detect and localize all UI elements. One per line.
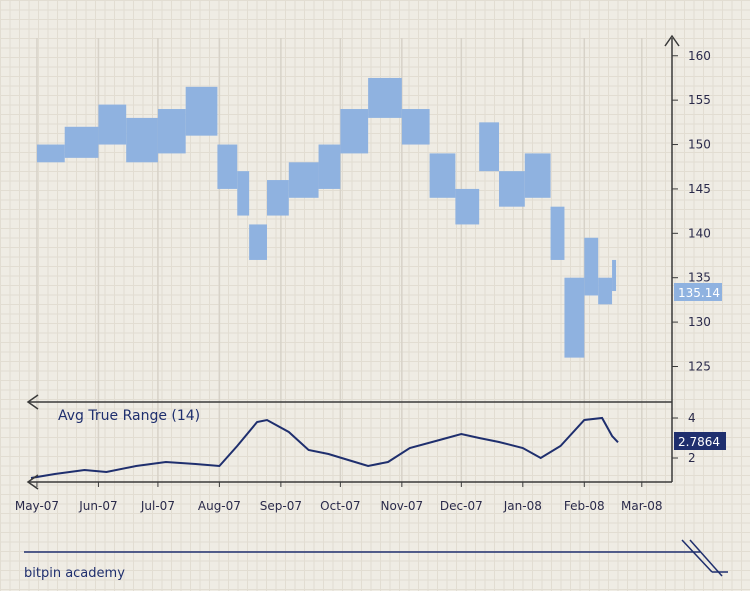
footer-slash-2 [689, 539, 723, 577]
x-axis-arrow [26, 474, 39, 490]
x-tick-label: Feb-08 [564, 499, 605, 513]
price-y-ticks: 125 130 135 140 145 150 155 160 [672, 49, 711, 373]
price-last-badge [674, 283, 722, 301]
price-tick-label: 145 [688, 182, 711, 196]
x-tick-label: Oct-07 [320, 499, 360, 513]
brand-label: bitpin academy [24, 566, 125, 581]
x-tick-label: Aug-07 [198, 499, 241, 513]
price-bar [524, 153, 551, 198]
footer-slash-1 [681, 539, 713, 573]
x-tick-label: Dec-07 [440, 499, 483, 513]
price-bar [429, 153, 456, 198]
price-tick-label: 140 [688, 226, 711, 240]
price-last-value: 135.14 [678, 286, 720, 300]
atr-title: Avg True Range (14) [58, 408, 200, 424]
price-bar [340, 109, 369, 154]
price-bar [584, 237, 599, 296]
price-tick-label: 155 [688, 93, 711, 107]
price-bars [36, 77, 617, 358]
price-bar [288, 162, 319, 198]
atr-tick-label: 2 [688, 451, 696, 465]
price-bar [499, 171, 525, 207]
x-ticks: May-07 Jun-07 Jul-07 Aug-07 Sep-07 Oct-07 Nov-… [15, 482, 663, 513]
price-bar [237, 171, 250, 216]
price-bar [368, 77, 402, 118]
price-tick-label: 125 [688, 359, 711, 373]
price-bar [64, 126, 99, 158]
x-tick-label: Jan-08 [503, 499, 542, 513]
x-tick-label: Jul-07 [140, 499, 175, 513]
atr-tick-label: 4 [688, 411, 696, 425]
price-bar [217, 144, 238, 189]
price-bar [550, 206, 565, 260]
x-tick-label: Jun-07 [78, 499, 117, 513]
price-divider-arrow [26, 394, 39, 410]
price-bar [318, 144, 341, 189]
price-bar [266, 180, 289, 216]
price-bar [157, 109, 186, 154]
price-tick-label: 130 [688, 315, 711, 329]
x-tick-label: Mar-08 [621, 499, 662, 513]
price-tick-label: 150 [688, 138, 711, 152]
price-bar [126, 117, 158, 163]
atr-line [30, 416, 619, 479]
price-tick-label: 160 [688, 49, 711, 63]
price-bar [98, 104, 127, 145]
price-tick-label: 135 [688, 271, 711, 285]
price-bar [564, 277, 585, 358]
price-bar [455, 188, 480, 225]
x-tick-label: Sep-07 [260, 499, 302, 513]
right-axis-arrow [664, 34, 680, 47]
atr-y-ticks: 24 [672, 411, 696, 465]
price-bar [598, 277, 613, 305]
price-bar [401, 109, 430, 145]
x-tick-label: Nov-07 [380, 499, 423, 513]
price-bar [185, 86, 218, 136]
x-tick-label: May-07 [15, 499, 59, 513]
atr-last-value: 2.7864 [678, 435, 720, 449]
price-bar [612, 259, 617, 292]
atr-last-badge [674, 432, 726, 450]
price-bar [479, 122, 500, 172]
price-bar [249, 224, 267, 260]
price-bar [36, 144, 65, 163]
